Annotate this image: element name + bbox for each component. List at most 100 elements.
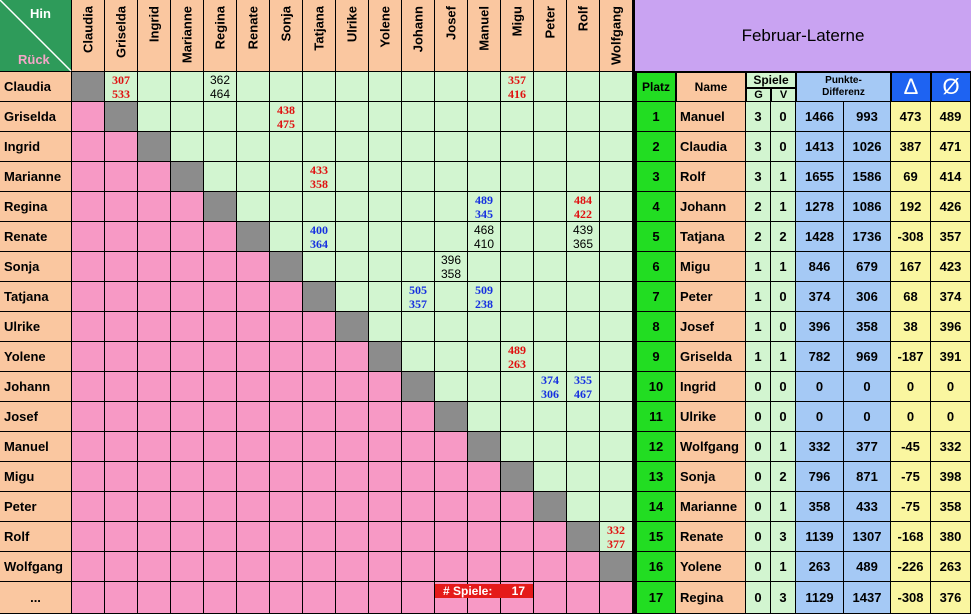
standings-v-cell: 1: [771, 342, 796, 372]
match-cell: [270, 72, 303, 102]
match-cell: [336, 492, 369, 522]
diagonal-cell: [171, 162, 204, 192]
result-score-a: 509: [475, 282, 493, 297]
match-cell: [72, 432, 105, 462]
standings-delta-cell: -308: [891, 582, 931, 614]
match-cell: [204, 132, 237, 162]
match-cell: [435, 552, 468, 582]
column-header: Tatjana: [303, 0, 336, 72]
result-score-a: 484: [574, 192, 592, 207]
standings-platz-cell: 13: [636, 462, 676, 492]
result-score-a: 505: [409, 282, 427, 297]
match-cell: [303, 252, 336, 282]
standings-p2-cell: 433: [844, 492, 891, 522]
standings-name-cell: Johann: [676, 192, 746, 222]
result-score-b: 357: [409, 296, 427, 311]
match-cell: [369, 222, 402, 252]
match-cell: [402, 342, 435, 372]
match-cell: [600, 282, 633, 312]
standings-delta-cell: 473: [891, 102, 931, 132]
match-cell: [567, 492, 600, 522]
match-cell: [435, 192, 468, 222]
match-cell: [105, 522, 138, 552]
match-cell: [72, 102, 105, 132]
match-cell: [369, 162, 402, 192]
result-score-a: 439: [572, 222, 594, 237]
match-cell: [237, 282, 270, 312]
column-header-label: Rolf: [575, 6, 591, 32]
match-cell: [303, 192, 336, 222]
column-header: Rolf: [567, 0, 600, 72]
match-cell: [468, 462, 501, 492]
standings-avg-cell: 263: [931, 552, 971, 582]
result-cell: 307 533: [105, 72, 138, 102]
match-cell: [303, 492, 336, 522]
column-header: Migu: [501, 0, 534, 72]
match-cell: [369, 252, 402, 282]
row-header: Griselda: [0, 102, 72, 132]
standings-platz-cell: 9: [636, 342, 676, 372]
column-header: Ulrike: [336, 0, 369, 72]
standings-avg-cell: 396: [931, 312, 971, 342]
match-cell: [336, 72, 369, 102]
match-cell: [567, 312, 600, 342]
standings-delta-cell: -75: [891, 462, 931, 492]
column-header-label: Migu: [509, 6, 525, 37]
result-score-b: 345: [475, 206, 493, 221]
match-cell: [105, 282, 138, 312]
result-score-b: 464: [209, 86, 231, 101]
match-cell: [171, 282, 204, 312]
match-cell: [204, 282, 237, 312]
match-cell: [138, 462, 171, 492]
standings-p2-cell: 1026: [844, 132, 891, 162]
standings-name-cell: Migu: [676, 252, 746, 282]
match-cell: [72, 342, 105, 372]
standings-p1-cell: 0: [796, 402, 844, 432]
match-cell: [468, 372, 501, 402]
match-cell: [237, 432, 270, 462]
header-spiele: Spiele: [746, 72, 796, 88]
match-cell: [72, 552, 105, 582]
match-cell: [336, 282, 369, 312]
row-header: Claudia: [0, 72, 72, 102]
standings-avg-cell: 376: [931, 582, 971, 614]
match-cell: [237, 102, 270, 132]
match-cell: [501, 282, 534, 312]
match-cell: [402, 132, 435, 162]
result-score-b: 358: [440, 266, 462, 281]
result-cell: 505 357: [402, 282, 435, 312]
match-cell: [270, 582, 303, 614]
match-cell: [270, 192, 303, 222]
match-cell: [171, 372, 204, 402]
match-cell: [270, 282, 303, 312]
match-cell: [105, 432, 138, 462]
results-matrix: Hin Rück Claudia Griselda Ingrid Marianne Re…: [0, 0, 633, 614]
result-score-b: 358: [310, 176, 328, 191]
match-cell: [501, 222, 534, 252]
standings-g-cell: 0: [746, 582, 771, 614]
standings-name-cell: Renate: [676, 522, 746, 552]
match-cell: [435, 462, 468, 492]
match-cell: [72, 522, 105, 552]
standings-p1-cell: 1655: [796, 162, 844, 192]
match-cell: [435, 162, 468, 192]
match-cell: [237, 162, 270, 192]
standings-name-cell: Manuel: [676, 102, 746, 132]
row-header: Manuel: [0, 432, 72, 462]
match-cell: [600, 462, 633, 492]
standings-name-cell: Yolene: [676, 552, 746, 582]
match-cell: [72, 222, 105, 252]
diagonal-cell: [435, 402, 468, 432]
standings-g-cell: 0: [746, 492, 771, 522]
standings-name-cell: Ulrike: [676, 402, 746, 432]
match-cell: [435, 282, 468, 312]
match-cell: [402, 162, 435, 192]
standings-name-cell: Ingrid: [676, 372, 746, 402]
match-cell: [270, 402, 303, 432]
column-header-label: Wolfgang: [608, 6, 624, 65]
match-cell: [270, 552, 303, 582]
match-cell: [336, 252, 369, 282]
standings-p2-cell: 1437: [844, 582, 891, 614]
standings-v-cell: 1: [771, 192, 796, 222]
standings-v-cell: 1: [771, 432, 796, 462]
